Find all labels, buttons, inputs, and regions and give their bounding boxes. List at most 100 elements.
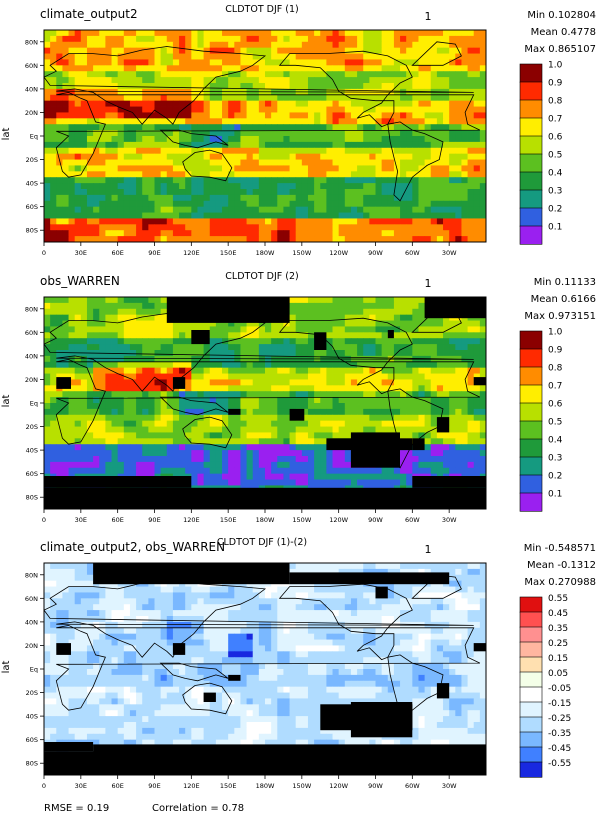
map-cell [443,438,450,445]
map-cell [381,141,389,149]
map-cell [357,224,364,231]
map-cell [283,35,290,43]
map-cell [424,332,432,339]
map-cell [99,100,106,107]
map-cell [197,200,205,208]
map-cell [307,189,315,196]
map-cell [142,65,149,72]
map-cell [80,153,88,160]
map-cell [93,320,100,327]
map-cell [314,189,321,196]
map-cell [154,397,162,404]
map-cell [68,461,76,469]
map-cell [234,94,241,102]
map-cell [246,200,254,208]
map-cell [283,94,290,102]
map-cell [185,112,192,119]
map-cell [449,171,456,178]
map-cell [99,403,106,410]
map-cell [455,236,462,243]
map-cell [449,206,456,213]
map-cell [369,194,376,202]
map-cell [369,218,376,225]
map-cell [338,30,346,37]
map-cell [436,408,444,416]
map-cell [203,403,211,410]
map-cell [424,100,432,107]
map-cell [111,171,119,178]
map-cell [277,420,284,427]
map-cell [117,326,125,333]
map-cell [44,118,51,125]
map-cell [68,338,76,345]
map-cell [418,177,426,184]
map-cell [166,414,174,422]
map-cell [467,350,475,357]
map-cell [215,183,223,190]
map-cell [129,450,137,457]
map-cell [301,379,309,386]
map-cell [148,344,155,351]
map-cell [148,153,155,160]
map-cell [338,332,346,339]
map-cell [228,136,235,143]
map-cell [68,367,76,374]
map-cell [62,141,69,149]
map-cell [68,379,76,386]
map-cell [461,403,468,410]
map-cell [326,59,333,66]
map-cell [68,332,76,339]
colorbar-label: 1.0 [548,61,563,71]
map-cell [455,136,462,143]
map-cell [350,350,358,357]
map-cell [246,218,254,225]
map-cell [258,183,266,190]
map-cell [222,65,229,72]
map-cell [160,47,168,54]
map-cell [185,461,192,469]
map-cell [197,183,205,190]
map-cell [142,338,149,345]
map-cell [197,456,205,463]
map-cell [234,420,241,427]
map-cell [406,302,413,310]
map-cell [381,397,389,404]
map-cell [301,65,309,72]
map-cell [44,397,51,404]
map-cell [99,361,106,369]
map-cell [74,297,82,304]
map-cell [203,355,211,363]
map-cell [148,94,155,102]
map-cell [307,165,315,172]
map-cell [467,320,475,327]
map-cell [68,130,76,137]
map-cell [56,30,63,37]
map-cell [129,153,137,160]
map-cell [191,177,198,184]
map-cell [406,41,413,49]
map-cell [111,444,119,451]
map-cell [277,212,284,219]
map-cell [320,414,327,422]
map-cell [246,124,254,131]
map-cell [326,118,333,125]
map-cell [400,350,407,357]
map-cell [111,450,119,457]
map-cell [283,47,290,54]
map-cell [86,444,94,451]
map-cell [123,302,131,310]
map-cell [240,112,247,119]
map-cell [50,88,57,96]
map-cell [443,230,450,237]
map-cell [473,165,481,172]
map-cell [99,438,106,445]
map-cell [271,71,278,78]
map-cell [252,53,260,60]
map-cell [62,65,69,72]
map-cell [191,373,198,380]
map-cell [455,94,462,102]
map-cell [479,332,487,339]
map-cell [350,373,358,380]
map-cell [105,456,112,463]
map-cell [99,30,106,37]
